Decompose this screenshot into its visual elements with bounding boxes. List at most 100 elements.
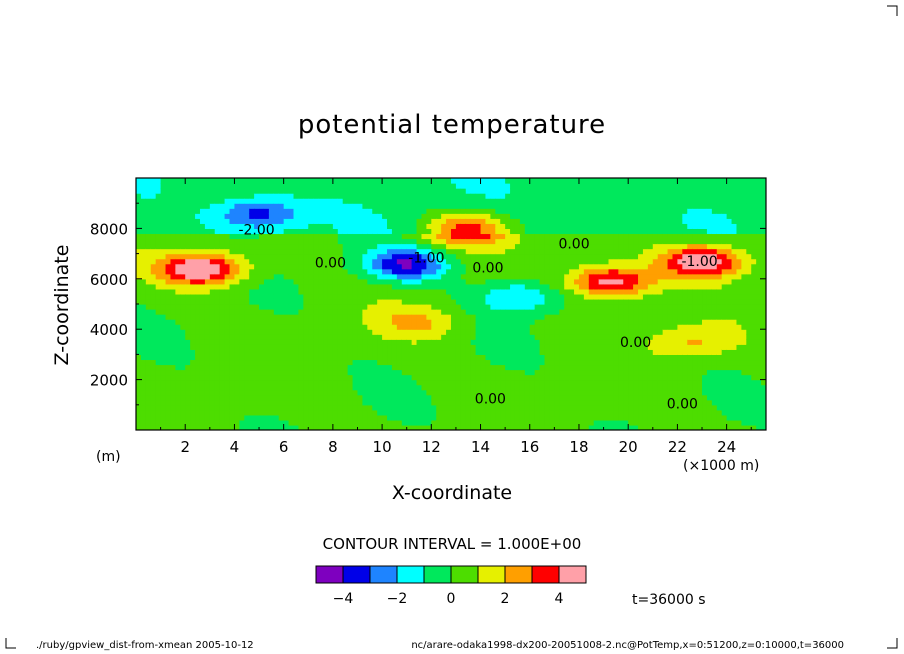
heatmap-cell [136, 208, 142, 214]
heatmap-cell [204, 374, 211, 381]
heatmap-cell [160, 258, 167, 265]
heatmap-cell [564, 359, 570, 366]
heatmap-cell [391, 399, 398, 406]
heatmap-cell [342, 278, 349, 285]
heatmap-cell [145, 248, 152, 255]
heatmap-cell [613, 324, 619, 330]
heatmap-cell [495, 324, 501, 330]
heatmap-cell [298, 374, 304, 381]
heatmap-cell [323, 253, 329, 260]
heatmap-cell [145, 293, 152, 300]
heatmap-cell [244, 213, 250, 219]
heatmap-cell [249, 288, 255, 295]
heatmap-cell [219, 419, 226, 426]
heatmap-cell [495, 314, 501, 320]
heatmap-cell [475, 359, 482, 366]
heatmap-cell [352, 364, 359, 371]
heatmap-cell [500, 228, 506, 235]
heatmap-cell [603, 273, 610, 280]
heatmap-cell [180, 188, 186, 194]
heatmap-cell [401, 424, 408, 430]
heatmap-cell [278, 349, 285, 355]
heatmap-cell [500, 364, 506, 371]
heatmap-cell [583, 374, 590, 381]
heatmap-cell [391, 309, 398, 315]
heatmap-cell [618, 273, 624, 280]
heatmap-cell [500, 258, 506, 265]
heatmap-cell [234, 389, 240, 396]
heatmap-cell [603, 233, 610, 240]
heatmap-cell [204, 203, 211, 209]
heatmap-cell [209, 293, 216, 300]
heatmap-cell [224, 414, 231, 421]
heatmap-cell [362, 374, 368, 381]
heatmap-cell [278, 208, 285, 214]
heatmap-cell [618, 218, 624, 224]
heatmap-cell [165, 223, 172, 229]
heatmap-cell [554, 374, 560, 381]
heatmap-cell [539, 389, 546, 396]
heatmap-cell [136, 263, 142, 270]
heatmap-cell [446, 334, 452, 340]
heatmap-cell [254, 293, 260, 300]
heatmap-cell [313, 404, 319, 411]
heatmap-cell [372, 248, 378, 255]
heatmap-cell [308, 344, 314, 350]
heatmap-cell [150, 218, 157, 224]
heatmap-cell [288, 268, 295, 275]
heatmap-cell [406, 349, 413, 355]
heatmap-cell [470, 359, 477, 366]
heatmap-cell [549, 379, 555, 386]
heatmap-cell [254, 203, 260, 209]
heatmap-cell [298, 298, 304, 305]
heatmap-cell [588, 304, 595, 310]
heatmap-cell [155, 379, 162, 386]
heatmap-cell [514, 344, 521, 350]
heatmap-cell [180, 293, 186, 300]
heatmap-cell [175, 243, 181, 250]
heatmap-cell [554, 339, 560, 345]
heatmap-cell [583, 329, 590, 335]
heatmap-cell [323, 379, 329, 386]
heatmap-cell [190, 178, 196, 184]
heatmap-cell [357, 414, 364, 421]
heatmap-cell [387, 424, 393, 430]
heatmap-cell [175, 213, 181, 219]
heatmap-cell [436, 389, 442, 396]
heatmap-cell [460, 399, 467, 406]
heatmap-cell [293, 293, 300, 300]
heatmap-cell [268, 394, 275, 401]
heatmap-cell [145, 208, 152, 214]
heatmap-cell [554, 384, 560, 391]
heatmap-cell [155, 273, 162, 280]
heatmap-cell [416, 379, 423, 386]
heatmap-cell [150, 364, 157, 371]
heatmap-cell [534, 198, 541, 204]
heatmap-cell [337, 309, 344, 315]
heatmap-cell [136, 203, 142, 209]
heatmap-cell [549, 213, 555, 219]
heatmap-cell [195, 324, 201, 330]
heatmap-cell [524, 203, 531, 209]
heatmap-cell [401, 263, 408, 270]
heatmap-cell [259, 374, 265, 381]
heatmap-cell [367, 273, 373, 280]
heatmap-cell [421, 334, 427, 340]
heatmap-cell [421, 233, 427, 240]
heatmap-cell [495, 349, 501, 355]
heatmap-cell [249, 404, 255, 411]
heatmap-cell [150, 404, 157, 411]
heatmap-cell [204, 404, 211, 411]
heatmap-cell [244, 329, 250, 335]
heatmap-cell [549, 243, 555, 250]
heatmap-cell [303, 329, 309, 335]
heatmap-cell [436, 218, 442, 224]
heatmap-cell [140, 404, 147, 411]
heatmap-cell [618, 188, 624, 194]
heatmap-cell [195, 293, 201, 300]
heatmap-cell [224, 228, 231, 235]
heatmap-cell [165, 283, 172, 290]
heatmap-cell [268, 263, 275, 270]
heatmap-cell [578, 298, 585, 305]
heatmap-cell [283, 394, 290, 401]
